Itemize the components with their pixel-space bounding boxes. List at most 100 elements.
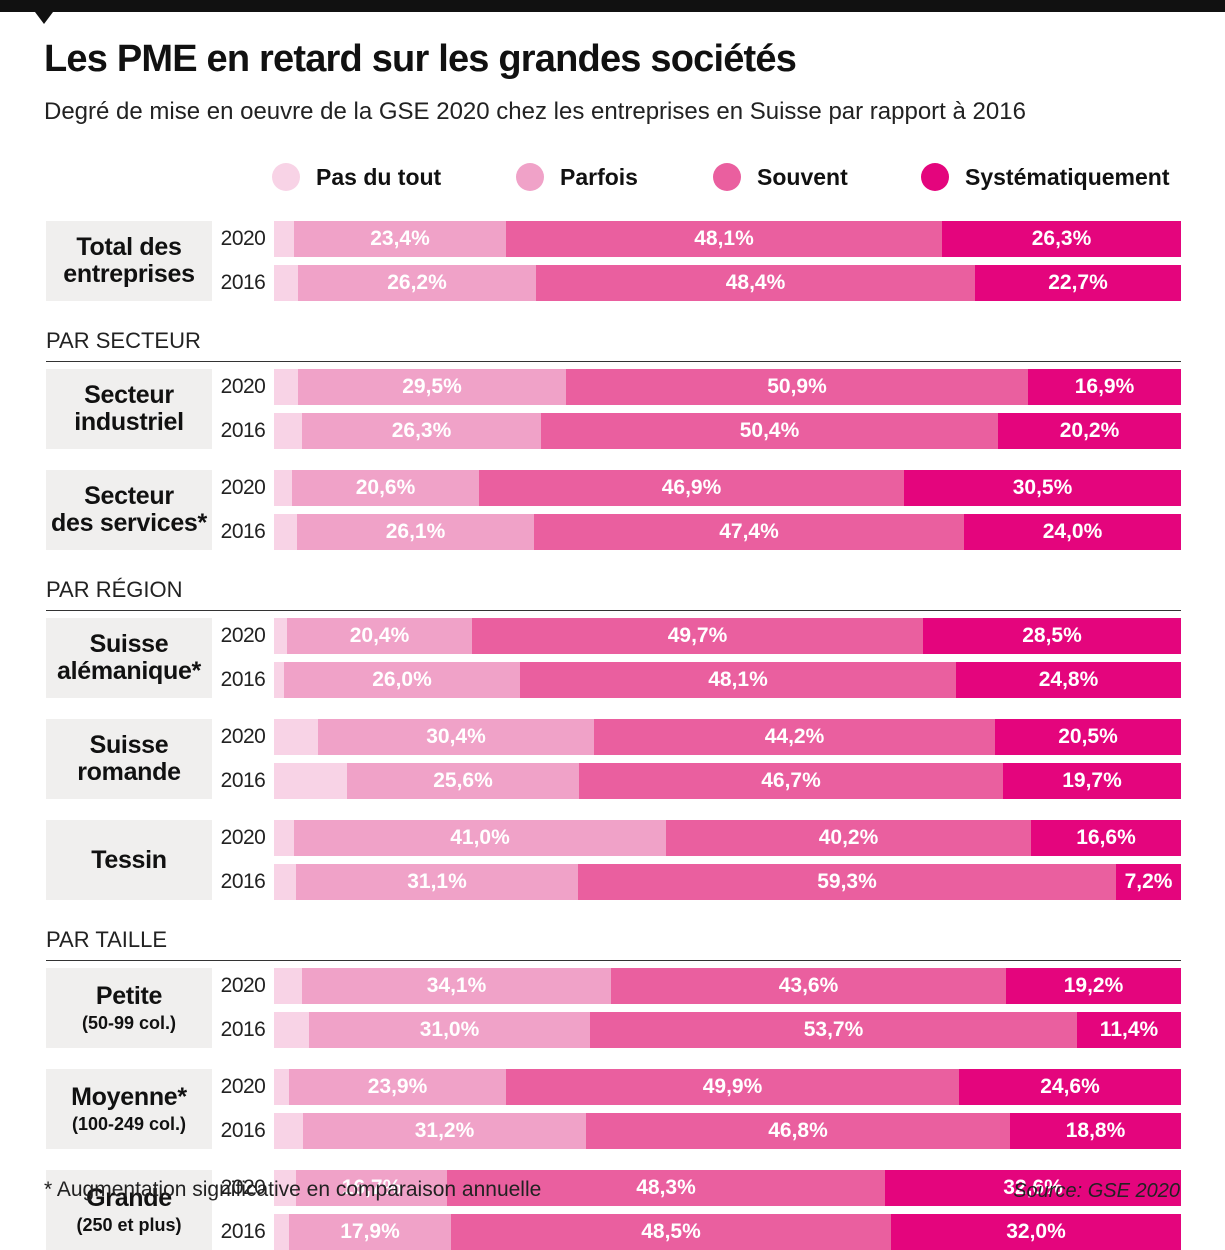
bar-segment-1 [274,1012,309,1048]
bar-row: 26,2% 48,4% 22,7% [274,265,1181,301]
year-label: 2020 [220,227,266,250]
bar-row: 41,0% 40,2% 16,6% [274,820,1181,856]
bar-segment-3: 48,1% [506,221,942,257]
bar-segment-1 [274,662,284,698]
bar-segment-2: 34,1% [302,968,611,1004]
year-label: 2016 [220,271,266,294]
bar-segment-1 [274,369,298,405]
group-name: Secteur des services* [51,482,207,537]
bar-segment-4: 20,5% [995,719,1181,755]
legend-swatch [713,163,741,191]
group-name: Suisse romande [77,731,181,786]
section-label: PAR RÉGION [46,577,183,602]
top-rule-notch [35,12,53,24]
bar-segment-3: 53,7% [590,1012,1077,1048]
group-subtitle: (100-249 col.) [71,1113,187,1134]
legend-swatch [272,163,300,191]
source-note: Source: GSE 2020 [1013,1180,1180,1202]
bar-segment-4: 24,0% [964,514,1181,550]
bar-segment-3: 47,4% [534,514,964,550]
bar-segment-1 [274,1069,289,1105]
bar-row: 20,4% 49,7% 28,5% [274,618,1181,654]
bar-row: 29,5% 50,9% 16,9% [274,369,1181,405]
bar-segment-3: 48,4% [536,265,975,301]
bar-segment-3: 44,2% [594,719,995,755]
bar-segment-2: 31,1% [296,864,578,900]
bar-segment-1 [274,514,297,550]
bar-segment-4: 19,2% [1006,968,1181,1004]
top-rule [0,0,1225,12]
year-label: 2020 [220,375,266,398]
legend-label: Systématiquement [965,163,1170,190]
bar-row: 26,1% 47,4% 24,0% [274,514,1181,550]
chart-subtitle: Degré de mise en oeuvre de la GSE 2020 c… [44,98,1026,125]
bar-segment-2: 31,0% [309,1012,590,1048]
bar-segment-3: 49,9% [506,1069,959,1105]
group-label: Secteur industriel [46,369,212,449]
bar-segment-2: 23,9% [289,1069,506,1105]
group-name: Moyenne* [71,1082,187,1111]
bar-segment-3: 49,7% [472,618,923,654]
group-label: Secteur des services* [46,470,212,550]
bar-segment-2: 26,1% [297,514,534,550]
year-label: 2020 [220,725,266,748]
group-subtitle: (50-99 col.) [81,1012,177,1033]
bar-segment-1 [274,221,294,257]
bar-row: 17,9% 48,5% 32,0% [274,1214,1181,1250]
group-name: Total des entreprises [63,233,195,288]
bar-segment-2: 41,0% [294,820,666,856]
bar-row: 31,0% 53,7% 11,4% [274,1012,1181,1048]
bar-segment-4: 28,5% [923,618,1181,654]
year-label: 2016 [220,419,266,442]
bar-segment-2: 20,4% [287,618,472,654]
group-name: Tessin [91,845,167,874]
bar-segment-3: 43,6% [611,968,1006,1004]
bar-segment-2: 26,3% [302,413,541,449]
year-label: 2020 [220,624,266,647]
bar-segment-4: 32,0% [891,1214,1181,1250]
year-label: 2020 [220,476,266,499]
legend-label: Pas du tout [316,163,442,190]
bar-row: 26,3% 50,4% 20,2% [274,413,1181,449]
group-name: Petite [95,981,163,1010]
group-label: Suisse romande [46,719,212,799]
legend-label: Souvent [757,163,848,190]
bar-segment-3: 40,2% [666,820,1031,856]
bar-segment-4: 32,6% [885,1170,1181,1206]
bar-segment-2: 29,5% [298,369,566,405]
group-label: Total des entreprises [46,221,212,301]
section-divider [46,361,1181,362]
bar-segment-4: 24,8% [956,662,1181,698]
bar-segment-2: 16,7% [296,1170,447,1206]
legend-swatch [516,163,544,191]
bar-segment-2: 17,9% [289,1214,451,1250]
bar-segment-1 [274,618,287,654]
year-label: 2016 [220,870,266,893]
bar-segment-1 [274,968,302,1004]
year-label: 2020 [220,1176,266,1199]
bar-segment-3: 46,7% [579,763,1003,799]
legend-item-2: Parfois [516,160,638,194]
group-subtitle: (250 et plus) [76,1214,182,1235]
footnote: * Augmentation significative en comparai… [44,1178,542,1201]
bar-segment-1 [274,763,347,799]
bar-segment-2: 25,6% [347,763,579,799]
bar-row: 25,6% 46,7% 19,7% [274,763,1181,799]
bar-segment-2: 20,6% [292,470,479,506]
bar-segment-1 [274,864,296,900]
bar-segment-1 [274,265,298,301]
year-label: 2016 [220,1119,266,1142]
bar-segment-3: 50,4% [541,413,998,449]
legend-label: Parfois [560,163,638,190]
legend-item-3: Souvent [713,160,848,194]
bar-segment-4: 11,4% [1077,1012,1181,1048]
bar-segment-3: 48,3% [447,1170,885,1206]
bar-segment-2: 31,2% [303,1113,586,1149]
bar-row: 16,7% 48,3% 32,6% [274,1170,1181,1206]
bar-row: 20,6% 46,9% 30,5% [274,470,1181,506]
legend-item-1: Pas du tout [272,160,441,194]
year-label: 2016 [220,1220,266,1243]
bar-segment-3: 50,9% [566,369,1028,405]
bar-segment-3: 46,8% [586,1113,1010,1149]
legend-swatch [921,163,949,191]
